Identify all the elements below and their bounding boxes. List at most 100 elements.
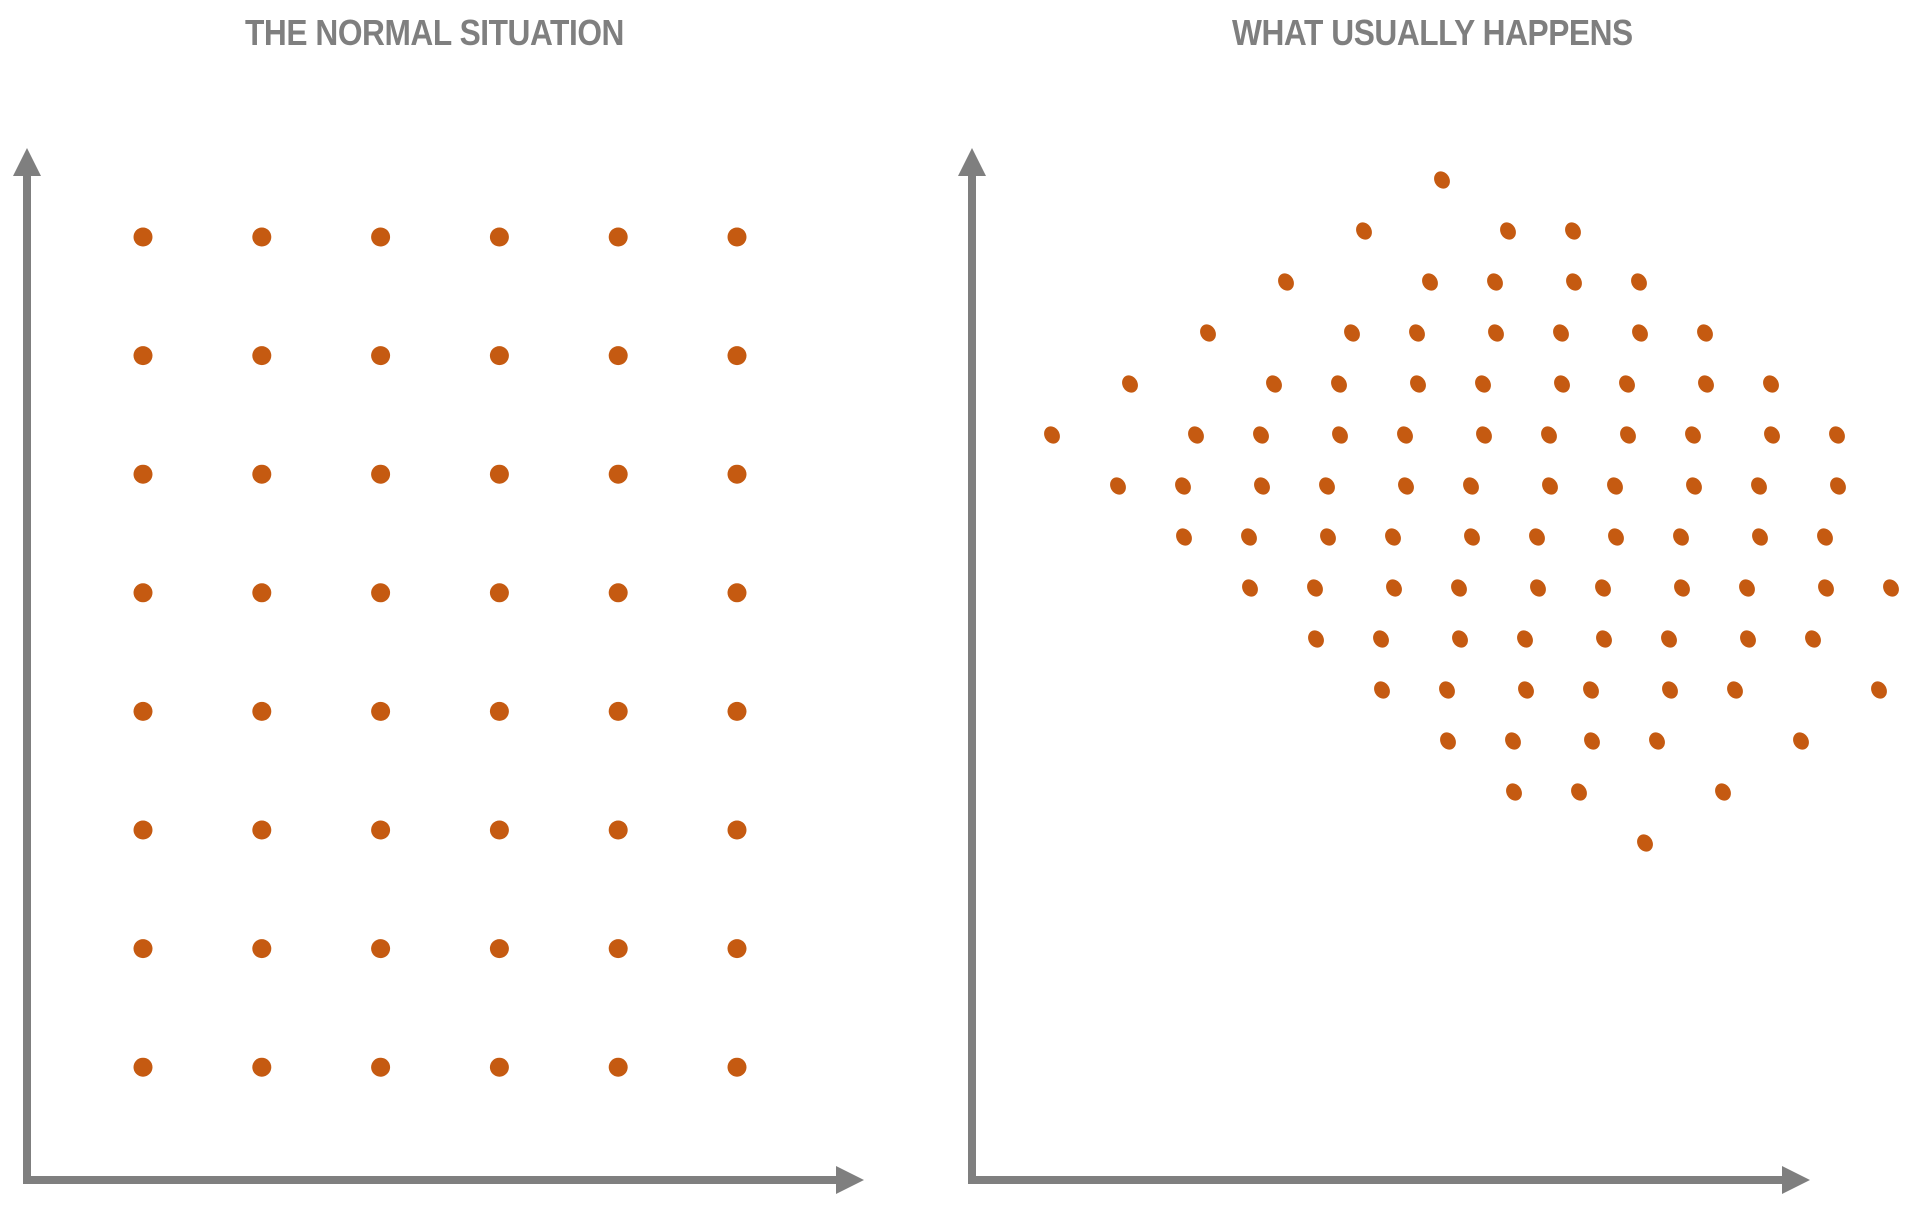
left-dot	[608, 820, 628, 840]
right-dot	[1254, 477, 1270, 495]
right-y-axis-arrow-icon	[958, 148, 986, 176]
right-dot	[1373, 630, 1389, 648]
right-dot	[1740, 630, 1756, 648]
right-dot	[1476, 426, 1492, 444]
right-dot	[1500, 222, 1516, 240]
left-dot	[252, 701, 272, 721]
right-dot	[1685, 426, 1701, 444]
left-dot	[489, 227, 509, 247]
right-dot	[1805, 630, 1821, 648]
left-dot	[727, 701, 747, 721]
right-dot	[1452, 630, 1468, 648]
left-dot	[371, 939, 391, 959]
left-panel	[13, 148, 864, 1194]
right-dot	[1320, 528, 1336, 546]
right-dot	[1308, 630, 1324, 648]
left-dot	[133, 1057, 153, 1077]
right-dot	[1518, 681, 1534, 699]
left-dot	[371, 701, 391, 721]
right-dot	[1596, 630, 1612, 648]
right-dot	[1175, 477, 1191, 495]
right-dot	[1505, 732, 1521, 750]
left-dot	[608, 939, 628, 959]
right-dot	[1356, 222, 1372, 240]
right-panel-title: WHAT USUALLY HAPPENS	[1232, 12, 1633, 53]
right-dot	[1565, 222, 1581, 240]
left-axes	[13, 148, 864, 1194]
left-dot	[727, 464, 747, 484]
right-dot	[1715, 783, 1731, 801]
left-dot	[608, 227, 628, 247]
right-dot	[1763, 375, 1779, 393]
left-dot	[727, 227, 747, 247]
left-panel-title: THE NORMAL SITUATION	[245, 12, 624, 53]
right-dot	[1487, 273, 1503, 291]
left-dot	[608, 1057, 628, 1077]
left-dot	[252, 939, 272, 959]
left-dot-grid	[133, 227, 747, 1077]
left-dot	[133, 583, 153, 603]
right-dot	[1397, 426, 1413, 444]
right-dot	[1529, 528, 1545, 546]
right-dot	[1188, 426, 1204, 444]
right-axes	[958, 148, 1810, 1194]
left-dot	[252, 227, 272, 247]
right-dot	[1517, 630, 1533, 648]
right-dot	[1410, 375, 1426, 393]
right-dot	[1422, 273, 1438, 291]
right-dot	[1266, 375, 1282, 393]
right-dot	[1398, 477, 1414, 495]
right-dot	[1122, 375, 1138, 393]
right-dot	[1649, 732, 1665, 750]
left-dot	[608, 583, 628, 603]
right-dot	[1542, 477, 1558, 495]
left-dot	[608, 346, 628, 366]
right-dot	[1278, 273, 1294, 291]
right-dot	[1619, 375, 1635, 393]
right-dot	[1554, 375, 1570, 393]
left-dot	[608, 464, 628, 484]
right-dot	[1793, 732, 1809, 750]
left-dot	[727, 583, 747, 603]
left-dot	[727, 820, 747, 840]
left-x-axis-arrow-icon	[836, 1166, 864, 1194]
right-dot	[1632, 324, 1648, 342]
right-dot	[1751, 477, 1767, 495]
left-dot	[727, 346, 747, 366]
left-dot	[489, 1057, 509, 1077]
right-dot	[1451, 579, 1467, 597]
left-dot	[371, 227, 391, 247]
right-dot	[1584, 732, 1600, 750]
right-dot	[1698, 375, 1714, 393]
left-dot	[252, 583, 272, 603]
left-y-axis-arrow-icon	[13, 148, 41, 176]
right-dot	[1439, 681, 1455, 699]
right-dot	[1434, 171, 1450, 189]
right-dot	[1817, 528, 1833, 546]
right-dot	[1583, 681, 1599, 699]
right-dot	[1739, 579, 1755, 597]
right-dot	[1608, 528, 1624, 546]
right-dot	[1631, 273, 1647, 291]
right-dot	[1553, 324, 1569, 342]
left-dot	[489, 464, 509, 484]
left-dot	[252, 464, 272, 484]
right-dot	[1440, 732, 1456, 750]
right-dot	[1475, 375, 1491, 393]
right-dot	[1752, 528, 1768, 546]
right-dot	[1830, 477, 1846, 495]
left-dot	[727, 1057, 747, 1077]
right-dot	[1409, 324, 1425, 342]
right-dot	[1661, 630, 1677, 648]
right-dot	[1541, 426, 1557, 444]
right-panel	[958, 148, 1899, 1194]
right-dot	[1662, 681, 1678, 699]
right-dot	[1463, 477, 1479, 495]
right-dot	[1637, 834, 1653, 852]
left-dot	[371, 583, 391, 603]
right-dot	[1566, 273, 1582, 291]
right-dot	[1385, 528, 1401, 546]
right-dot	[1386, 579, 1402, 597]
right-dot	[1871, 681, 1887, 699]
left-dot	[133, 820, 153, 840]
